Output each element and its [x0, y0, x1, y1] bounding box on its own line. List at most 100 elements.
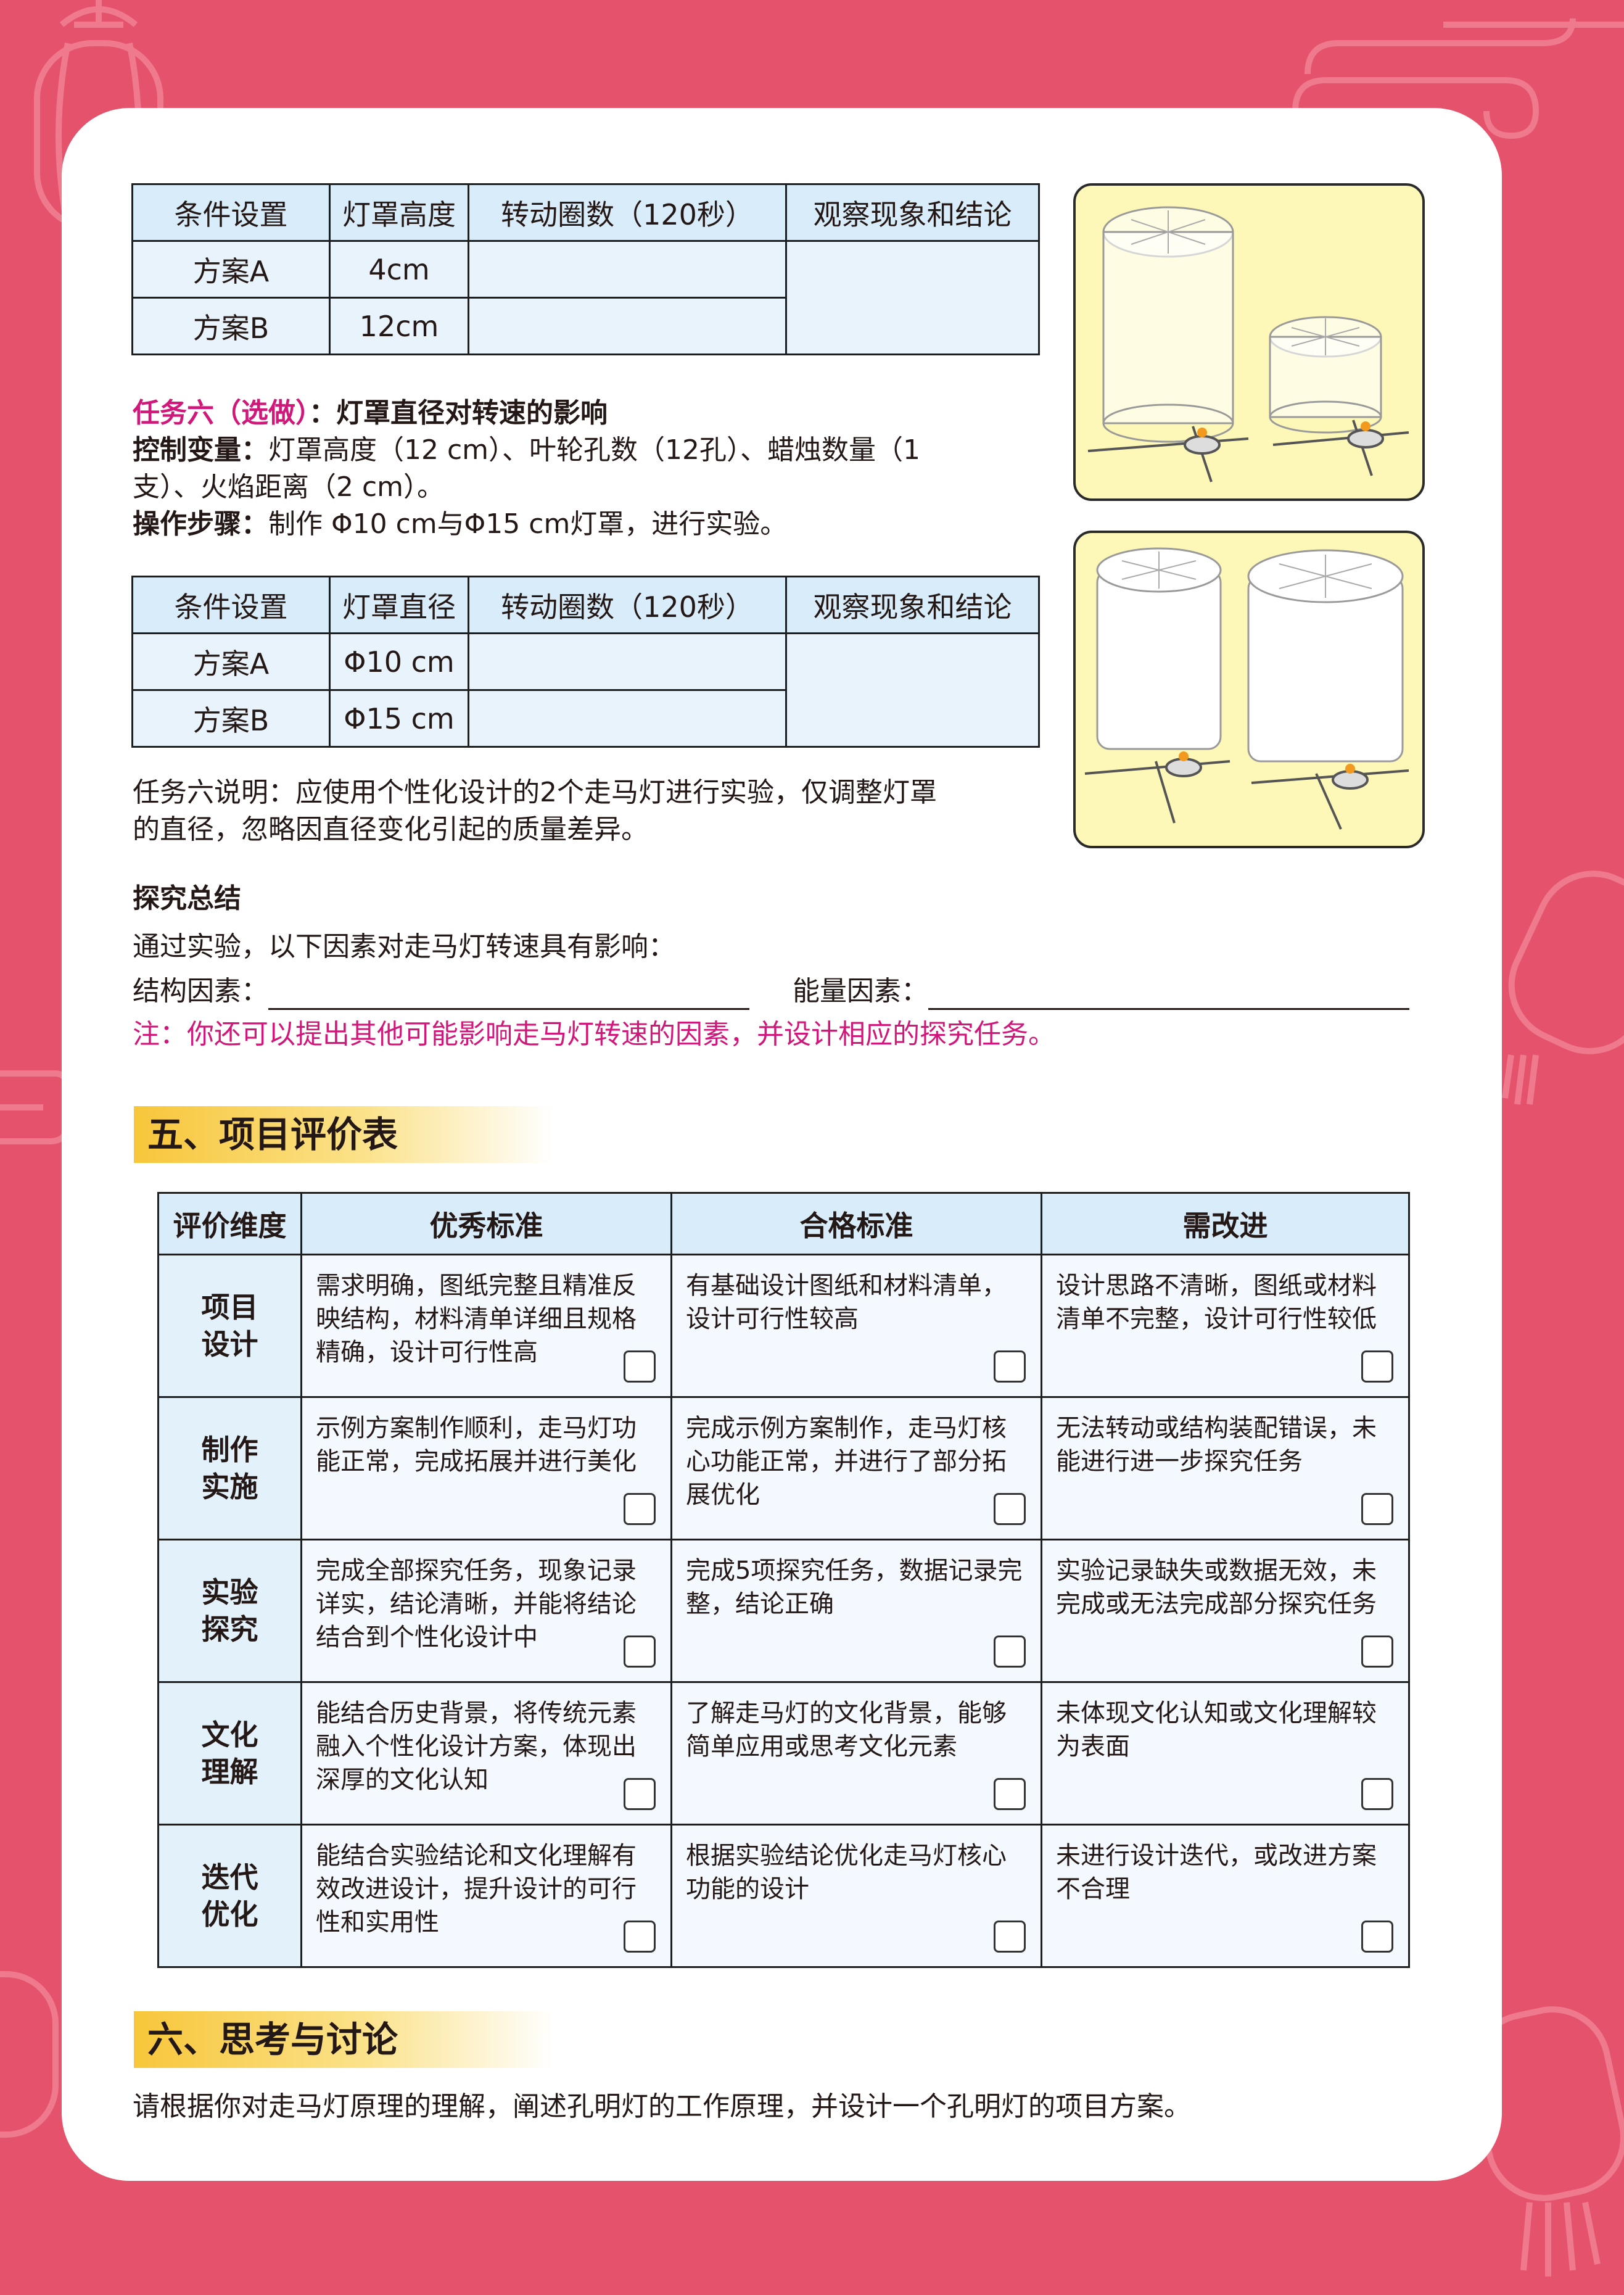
rotation-count-field[interactable] — [468, 689, 787, 748]
summary-note: 注：你还可以提出其他可能影响走马灯转速的因素，并设计相应的探究任务。 — [133, 1019, 1055, 1050]
task6-note-line: 任务六说明：应使用个性化设计的2个走马灯进行实验，仅调整灯罩 — [133, 777, 937, 808]
criteria-excellent: 能结合实验结论和文化理解有效改进设计，提升设计的可行性和实用性 — [300, 1824, 672, 1968]
table-header: 评价维度 — [157, 1192, 302, 1255]
rotation-count-field[interactable] — [468, 297, 787, 355]
checkbox-icon[interactable] — [1361, 1921, 1393, 1953]
dimension-label: 文化 理解 — [157, 1681, 302, 1826]
energy-factor-label: 能量因素： — [793, 975, 928, 1007]
dimension-label: 项目 设计 — [157, 1254, 302, 1398]
section6-title: 六、思考与讨论 — [134, 2011, 553, 2068]
evaluation-table: 评价维度 优秀标准 合格标准 需改进 项目 设计 需求明确，图纸完整且精准反映结构… — [157, 1192, 1410, 1968]
lantern-height-illustration — [1073, 183, 1425, 501]
criteria-excellent: 完成全部探究任务，现象记录详实，结论清晰，并能将结论结合到个性化设计中 — [300, 1539, 672, 1683]
table-row: 制作 实施 示例方案制作顺利，走马灯功能正常，完成拓展并进行美化 完成示例方案制作… — [157, 1396, 1410, 1540]
dimension-label: 迭代 优化 — [157, 1824, 302, 1968]
rotation-count-field[interactable] — [468, 240, 787, 299]
table-row: 实验 探究 完成全部探究任务，现象记录详实，结论清晰，并能将结论结合到个性化设计中… — [157, 1539, 1410, 1683]
table-row: 方案B Φ15 cm — [131, 689, 1039, 748]
dimension-label: 实验 探究 — [157, 1539, 302, 1683]
task6-note: 任务六说明：应使用个性化设计的2个走马灯进行实验，仅调整灯罩 的直径，忽略因直径… — [133, 774, 1095, 848]
criteria-excellent: 示例方案制作顺利，走马灯功能正常，完成拓展并进行美化 — [300, 1396, 672, 1540]
task6-note-line: 的直径，忽略因直径变化引起的质量差异。 — [133, 814, 648, 845]
scheme-label: 方案A — [131, 240, 331, 299]
table-header: 条件设置 — [131, 183, 331, 242]
summary-intro: 通过实验，以下因素对走马灯转速具有影响： — [133, 931, 675, 962]
criteria-excellent: 需求明确，图纸完整且精准反映结构，材料清单详细且规格精确，设计可行性高 — [300, 1254, 672, 1398]
factor-line: 结构因素： 能量因素： — [133, 973, 1453, 1010]
checkbox-icon[interactable] — [624, 1921, 656, 1953]
summary-title: 探究总结 — [133, 883, 241, 914]
checkbox-icon[interactable] — [624, 1350, 656, 1383]
dimension-label: 制作 实施 — [157, 1396, 302, 1540]
checkbox-icon[interactable] — [624, 1493, 656, 1525]
table-header: 观察现象和结论 — [785, 576, 1040, 634]
structural-factor-field[interactable] — [268, 985, 749, 1010]
table-row: 方案A 4cm — [131, 240, 1040, 355]
criteria-pass: 完成5项探究任务，数据记录完整，结论正确 — [670, 1539, 1042, 1683]
checkbox-icon[interactable] — [624, 1635, 656, 1668]
task6-title-text: ：灯罩直径对转速的影响 — [309, 397, 608, 429]
table-header: 转动圈数（120秒） — [468, 183, 787, 242]
cloud-pattern-icon — [1292, 18, 1624, 139]
table-header: 灯罩高度 — [329, 183, 469, 242]
lantern-apparatus-illustration — [1087, 206, 1409, 482]
table-header: 灯罩直径 — [329, 576, 469, 634]
checkbox-icon[interactable] — [994, 1493, 1026, 1525]
scheme-label: 方案A — [131, 632, 331, 691]
lantern-outline-icon — [1502, 870, 1624, 1105]
steps-label: 操作步骤： — [133, 508, 268, 540]
criteria-pass: 有基础设计图纸和材料清单，设计可行性较高 — [670, 1254, 1042, 1398]
checkbox-icon[interactable] — [1361, 1350, 1393, 1383]
task6-title-tag: 任务六（选做） — [133, 397, 309, 429]
lantern-apparatus-illustration — [1084, 547, 1409, 830]
rotation-count-field[interactable] — [468, 632, 787, 691]
table-row: 文化 理解 能结合历史背景，将传统元素融入个性化设计方案，体现出深厚的文化认知 了… — [157, 1681, 1410, 1826]
checkbox-icon[interactable] — [994, 1635, 1026, 1668]
table-header: 需改进 — [1041, 1192, 1410, 1255]
criteria-pass: 根据实验结论优化走马灯核心功能的设计 — [670, 1824, 1042, 1968]
scheme-label: 方案B — [131, 689, 331, 748]
discussion-prompt: 请根据你对走马灯原理的理解，阐述孔明灯的工作原理，并设计一个孔明灯的项目方案。 — [133, 2091, 1191, 2122]
checkbox-icon[interactable] — [1361, 1493, 1393, 1525]
section5-title: 五、项目评价表 — [134, 1106, 553, 1163]
table-header: 条件设置 — [131, 576, 331, 634]
lampshade-height-value: 12cm — [329, 297, 469, 355]
checkbox-icon[interactable] — [994, 1778, 1026, 1810]
content-card: 条件设置 灯罩高度 转动圈数（120秒） 观察现象和结论 方案A 4cm 方案B… — [62, 108, 1502, 2181]
lampshade-diameter-value: Φ10 cm — [329, 632, 469, 691]
lampshade-diameter-value: Φ15 cm — [329, 689, 469, 748]
control-variables-cont: 支）、火焰距离（2 cm）。 — [133, 471, 445, 503]
table-header: 优秀标准 — [300, 1192, 672, 1255]
summary-section: 探究总结 通过实验，以下因素对走马灯转速具有影响： 结构因素： 能量因素： 注：你… — [133, 880, 1453, 1053]
table-header: 观察现象和结论 — [785, 183, 1040, 242]
checkbox-icon[interactable] — [994, 1921, 1026, 1953]
lampshade-height-value: 4cm — [329, 240, 469, 299]
criteria-improve: 设计思路不清晰，图纸或材料清单不完整，设计可行性较低 — [1041, 1254, 1410, 1398]
table-row: 方案A Φ10 cm — [131, 632, 1040, 748]
table-row: 迭代 优化 能结合实验结论和文化理解有效改进设计，提升设计的可行性和实用性 根据实… — [157, 1824, 1410, 1968]
control-label: 控制变量： — [133, 434, 268, 466]
checkbox-icon[interactable] — [1361, 1778, 1393, 1810]
operation-steps: 操作步骤：制作 Φ10 cm与Φ15 cm灯罩，进行实验。 — [133, 506, 1095, 543]
criteria-improve: 无法转动或结构装配错误，未能进行进一步探究任务 — [1041, 1396, 1410, 1540]
observation-field[interactable] — [785, 632, 1040, 748]
experiment-table-height: 条件设置 灯罩高度 转动圈数（120秒） 观察现象和结论 方案A 4cm 方案B… — [131, 183, 1040, 355]
structural-factor-label: 结构因素： — [133, 975, 268, 1007]
observation-field[interactable] — [785, 240, 1040, 355]
lantern-diameter-illustration — [1073, 531, 1425, 848]
table-row: 方案B 12cm — [131, 297, 1039, 355]
checkbox-icon[interactable] — [624, 1778, 656, 1810]
experiment-table-diameter: 条件设置 灯罩直径 转动圈数（120秒） 观察现象和结论 方案A Φ10 cm … — [131, 576, 1040, 748]
checkbox-icon[interactable] — [994, 1350, 1026, 1383]
criteria-improve: 实验记录缺失或数据无效，未完成或无法完成部分探究任务 — [1041, 1539, 1410, 1683]
table-row: 项目 设计 需求明确，图纸完整且精准反映结构，材料清单详细且规格精确，设计可行性高… — [157, 1254, 1410, 1398]
criteria-excellent: 能结合历史背景，将传统元素融入个性化设计方案，体现出深厚的文化认知 — [300, 1681, 672, 1826]
steps-text: 制作 Φ10 cm与Φ15 cm灯罩，进行实验。 — [268, 508, 788, 540]
cloud-pattern-icon — [0, 1070, 68, 1144]
checkbox-icon[interactable] — [1361, 1635, 1393, 1668]
table-header: 转动圈数（120秒） — [468, 576, 787, 634]
lantern-outline-icon — [0, 1971, 59, 2138]
control-text: 灯罩高度（12 cm）、叶轮孔数（12孔）、蜡烛数量（1 — [268, 434, 921, 466]
task6-title: 任务六（选做）：灯罩直径对转速的影响 — [133, 395, 1095, 432]
energy-factor-field[interactable] — [928, 985, 1409, 1010]
